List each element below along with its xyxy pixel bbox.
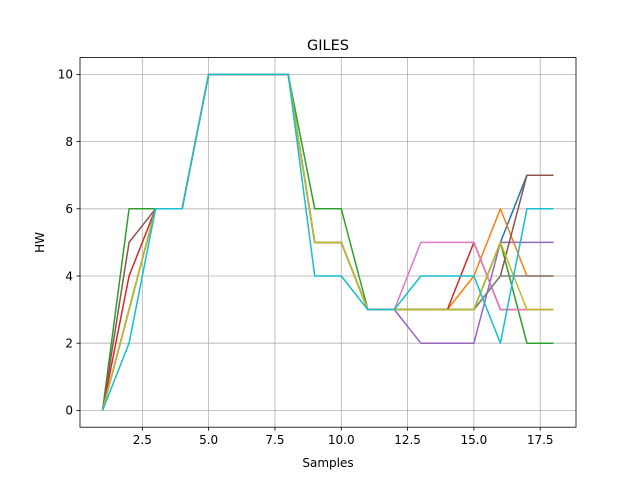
y-axis-label: HW	[33, 232, 47, 253]
series-lines	[101, 73, 554, 411]
x-tick-label: 5.0	[199, 433, 218, 447]
x-tick-label: 17.5	[527, 433, 554, 447]
y-tick-label: 4	[65, 269, 73, 283]
y-tick-label: 0	[65, 404, 73, 418]
x-tick-label: 12.5	[394, 433, 421, 447]
y-tick-label: 6	[65, 202, 73, 216]
y-tick-label: 2	[65, 337, 73, 351]
plot-frame	[79, 57, 577, 428]
series-line-10	[101, 73, 554, 411]
x-tick-label: 10.0	[328, 433, 355, 447]
y-tick-label: 8	[65, 135, 73, 149]
y-axis: 0 2 4 6 8 10	[58, 68, 80, 418]
chart-title: GILES	[307, 38, 349, 54]
y-tick-label: 10	[58, 68, 73, 82]
x-axis-label: Samples	[302, 456, 353, 470]
x-axis: 2.5 5.0 7.5 10.0 12.5 15.0 17.5	[133, 427, 554, 447]
x-tick-label: 2.5	[133, 433, 152, 447]
x-tick-label: 7.5	[265, 433, 284, 447]
x-tick-label: 15.0	[461, 433, 488, 447]
